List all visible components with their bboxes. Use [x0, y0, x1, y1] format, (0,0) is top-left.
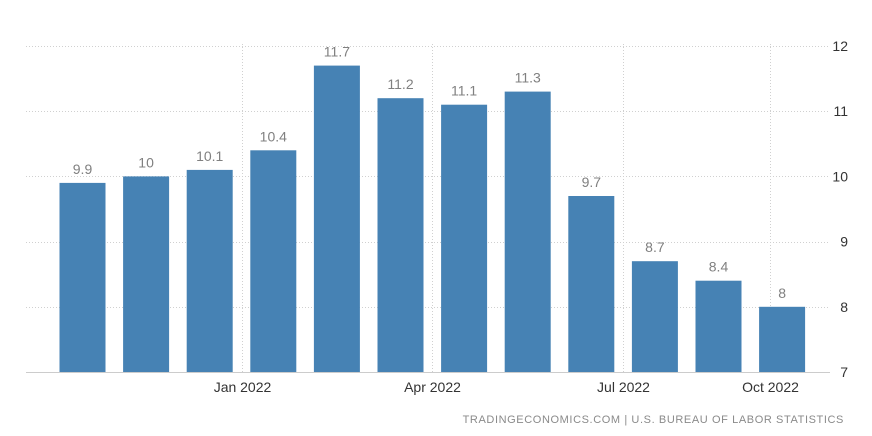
y-tick-label: 12	[832, 38, 848, 54]
value-label: 9.9	[73, 161, 93, 177]
value-label: 11.1	[451, 83, 477, 99]
y-tick-label: 10	[832, 168, 848, 184]
y-tick-label: 7	[840, 364, 848, 380]
bar	[441, 104, 488, 372]
y-tick-label: 8	[840, 299, 848, 315]
x-axis-ticks: Jan 2022 Apr 2022 Jul 2022 Oct 2022	[214, 379, 799, 395]
bar	[186, 169, 233, 372]
y-tick-label: 11	[833, 103, 848, 119]
bar	[59, 182, 106, 372]
value-label: 10	[138, 154, 154, 170]
bar	[377, 98, 424, 372]
y-tick-label: 9	[840, 234, 848, 250]
x-tick-label: Oct 2022	[742, 379, 799, 395]
value-label: 11.7	[324, 44, 350, 60]
bar	[313, 65, 360, 372]
y-axis-ticks: 7 8 9 10 11 12	[832, 38, 848, 380]
x-tick-label: Jan 2022	[214, 379, 272, 395]
bar	[123, 176, 170, 372]
value-label: 8.4	[709, 259, 729, 275]
value-label: 10.1	[196, 148, 223, 164]
value-label: 8.7	[645, 239, 665, 255]
bar	[568, 196, 615, 372]
value-label: 9.7	[582, 174, 602, 190]
value-label: 11.3	[515, 70, 541, 86]
bar	[504, 91, 551, 372]
source-attribution: TRADINGECONOMICS.COM | U.S. BUREAU OF LA…	[462, 414, 844, 426]
bar	[631, 261, 678, 372]
bars	[59, 65, 806, 372]
x-tick-label: Apr 2022	[404, 379, 461, 395]
value-labels: 9.9 10 10.1 10.4 11.7 11.2 11.1 11.3 9.7 8.7 8.4 8	[73, 44, 786, 301]
bar	[695, 280, 742, 372]
grid-lines	[26, 44, 830, 373]
bar	[250, 150, 297, 372]
value-label: 10.4	[260, 128, 287, 144]
x-tick-label: Jul 2022	[597, 379, 650, 395]
value-label: 11.2	[387, 76, 413, 92]
value-label: 8	[778, 285, 786, 301]
bar	[759, 306, 806, 372]
